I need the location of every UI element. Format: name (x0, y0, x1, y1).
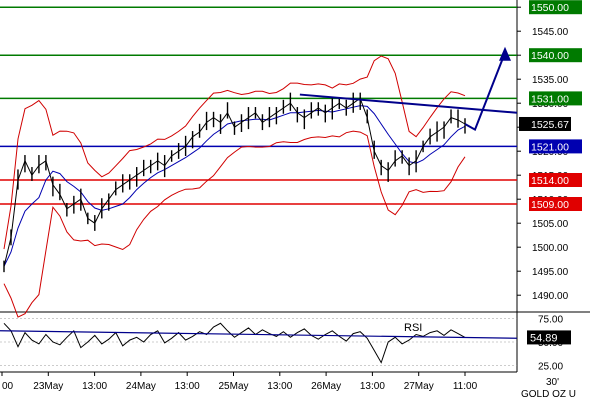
timeframe-label: 30' (546, 377, 559, 388)
lower-band-line (3, 130, 466, 318)
level-label: 1514.00 (531, 175, 569, 187)
plot-layer (0, 6, 518, 366)
level-label-box (529, 0, 582, 15)
instrument-label: GOLD OZ U (521, 389, 576, 400)
level-label: 1550.00 (531, 2, 569, 14)
y-tick-label: 1505.00 (532, 219, 569, 230)
price-resistance-trendline (299, 93, 518, 114)
level-label-box (529, 197, 582, 211)
level-label: 1521.00 (531, 141, 569, 153)
level-label: 1540.00 (531, 50, 569, 62)
axis-layer: 1490.001495.001500.001505.001510.001515.… (1, 0, 582, 392)
price-line (3, 97, 466, 267)
x-tick-label: 11:00 (453, 381, 478, 392)
x-tick-label: 24May (126, 381, 156, 392)
level-label-box (529, 91, 582, 106)
rsi-label: RSI (404, 322, 422, 334)
level-label-box (529, 173, 582, 187)
y-tick-label: 1545.00 (532, 27, 569, 38)
level-label: 1509.00 (531, 199, 569, 211)
y-tick-label: 1535.00 (532, 75, 569, 86)
y-tick-label: 1500.00 (532, 243, 569, 254)
last-price-label: 1525.67 (531, 119, 569, 131)
rsi-last-box (527, 330, 571, 345)
rsi-last-label: 54.89 (530, 332, 558, 344)
level-label: 1531.00 (531, 93, 569, 105)
last-price-box (519, 116, 571, 131)
y-tick-label: 1490.00 (532, 291, 569, 302)
x-tick-label: 00 (2, 381, 14, 392)
level-label-box (529, 139, 582, 154)
x-tick-label: 13:00 (82, 381, 107, 392)
rsi-line (3, 322, 466, 364)
forecast-arrow-line (464, 52, 506, 132)
x-tick-label: 27May (404, 381, 434, 392)
forecast-arrow-head (499, 46, 511, 61)
y-tick-label: 1495.00 (532, 267, 569, 278)
x-tick-label: 26May (311, 381, 341, 392)
x-tick-label: 25May (218, 381, 248, 392)
x-tick-label: 13:00 (175, 381, 200, 392)
x-tick-label: 23May (33, 381, 63, 392)
level-label-box (529, 48, 582, 63)
rsi-tick-label: 75.00 (538, 315, 563, 326)
rsi-trendline (0, 330, 518, 339)
x-tick-label: 13:00 (267, 381, 292, 392)
x-tick-label: 13:00 (360, 381, 385, 392)
upper-band-line (3, 55, 466, 250)
rsi-tick-label: 25.00 (538, 361, 563, 372)
